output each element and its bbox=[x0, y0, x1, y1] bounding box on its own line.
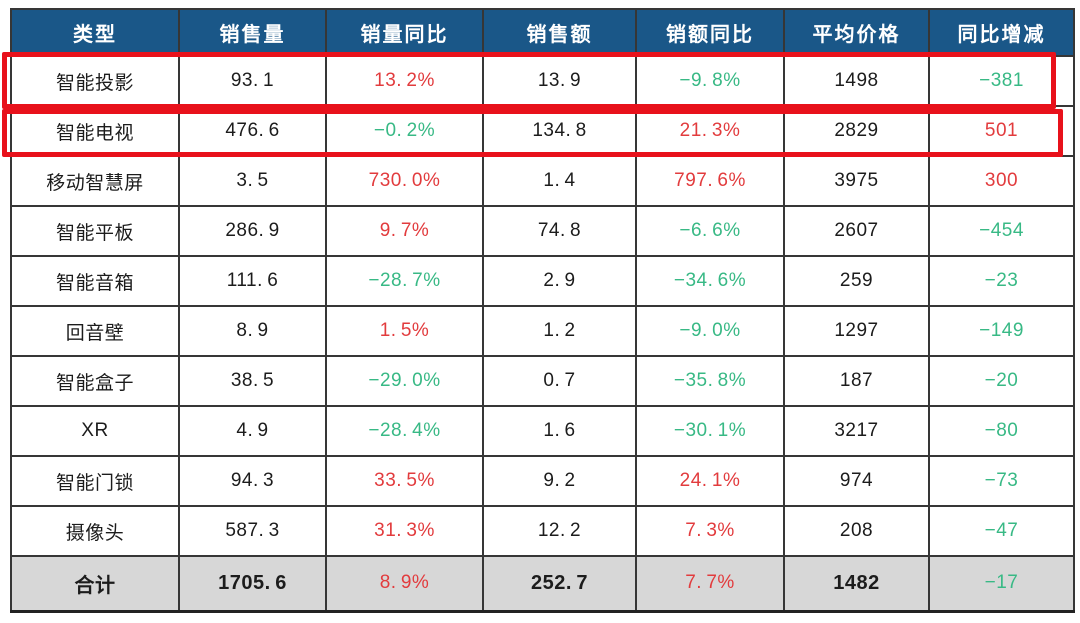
value-cell: 208 bbox=[783, 505, 930, 557]
table-row-8: XR 4. 9 −28. 4% 1. 6 −30. 1% 3217 −80 bbox=[10, 405, 1075, 457]
column-header-5: 销额同比 bbox=[635, 8, 785, 57]
column-header-6: 平均价格 bbox=[783, 8, 930, 57]
value-cell: 24. 1% bbox=[635, 455, 785, 507]
row-label-cell: 摄像头 bbox=[10, 505, 180, 557]
row-label-cell: 合计 bbox=[10, 555, 180, 612]
value-cell: 33. 5% bbox=[325, 455, 484, 507]
value-cell: 7. 7% bbox=[635, 555, 785, 612]
value-cell: −47 bbox=[928, 505, 1075, 557]
value-cell: 1297 bbox=[783, 305, 930, 357]
value-cell: 2829 bbox=[783, 105, 930, 157]
table-row-7: 智能盒子 38. 5 −29. 0% 0. 7 −35. 8% 187 −20 bbox=[10, 355, 1075, 407]
sales-data-table: 类型 销售量 销量同比 销售额 销额同比 平均价格 同比增减 智能投影 93. 1 13. 2%… bbox=[10, 8, 1075, 613]
value-cell: 134. 8 bbox=[482, 105, 637, 157]
column-header-4: 销售额 bbox=[482, 8, 637, 57]
table-row-2: 智能电视 476. 6 −0. 2% 134. 8 21. 3% 2829 501 bbox=[10, 105, 1075, 157]
row-label-cell: 智能投影 bbox=[10, 55, 180, 107]
value-cell: 1498 bbox=[783, 55, 930, 107]
row-label-cell: 智能盒子 bbox=[10, 355, 180, 407]
column-header-3: 销量同比 bbox=[325, 8, 484, 57]
value-cell: −35. 8% bbox=[635, 355, 785, 407]
value-cell: −30. 1% bbox=[635, 405, 785, 457]
value-cell: 111. 6 bbox=[178, 255, 327, 307]
value-cell: 3217 bbox=[783, 405, 930, 457]
row-label-cell: 智能音箱 bbox=[10, 255, 180, 307]
value-cell: −381 bbox=[928, 55, 1075, 107]
value-cell: 1. 5% bbox=[325, 305, 484, 357]
value-cell: 8. 9 bbox=[178, 305, 327, 357]
value-cell: 300 bbox=[928, 155, 1075, 207]
value-cell: 74. 8 bbox=[482, 205, 637, 257]
value-cell: −149 bbox=[928, 305, 1075, 357]
value-cell: −6. 6% bbox=[635, 205, 785, 257]
value-cell: −17 bbox=[928, 555, 1075, 612]
value-cell: −9. 0% bbox=[635, 305, 785, 357]
value-cell: 8. 9% bbox=[325, 555, 484, 612]
value-cell: −28. 7% bbox=[325, 255, 484, 307]
column-header-7: 同比增减 bbox=[928, 8, 1075, 57]
table-row-1: 智能投影 93. 1 13. 2% 13. 9 −9. 8% 1498 −381 bbox=[10, 55, 1075, 107]
value-cell: 7. 3% bbox=[635, 505, 785, 557]
value-cell: 1. 6 bbox=[482, 405, 637, 457]
row-label-cell: XR bbox=[10, 405, 180, 457]
column-header-2: 销售量 bbox=[178, 8, 327, 57]
table-row-6: 回音壁 8. 9 1. 5% 1. 2 −9. 0% 1297 −149 bbox=[10, 305, 1075, 357]
value-cell: 974 bbox=[783, 455, 930, 507]
value-cell: 797. 6% bbox=[635, 155, 785, 207]
value-cell: 13. 2% bbox=[325, 55, 484, 107]
value-cell: −73 bbox=[928, 455, 1075, 507]
table-row-5: 智能音箱 111. 6 −28. 7% 2. 9 −34. 6% 259 −23 bbox=[10, 255, 1075, 307]
value-cell: 2607 bbox=[783, 205, 930, 257]
row-label-cell: 智能电视 bbox=[10, 105, 180, 157]
value-cell: 501 bbox=[928, 105, 1075, 157]
value-cell: −23 bbox=[928, 255, 1075, 307]
row-label-cell: 回音壁 bbox=[10, 305, 180, 357]
value-cell: 730. 0% bbox=[325, 155, 484, 207]
table-row-9: 智能门锁 94. 3 33. 5% 9. 2 24. 1% 974 −73 bbox=[10, 455, 1075, 507]
value-cell: 187 bbox=[783, 355, 930, 407]
value-cell: −0. 2% bbox=[325, 105, 484, 157]
value-cell: −20 bbox=[928, 355, 1075, 407]
total-row: 合计 1705. 6 8. 9% 252. 7 7. 7% 1482 −17 bbox=[10, 555, 1075, 612]
value-cell: 1482 bbox=[783, 555, 930, 612]
value-cell: 252. 7 bbox=[482, 555, 637, 612]
value-cell: 3975 bbox=[783, 155, 930, 207]
table-row-4: 智能平板 286. 9 9. 7% 74. 8 −6. 6% 2607 −454 bbox=[10, 205, 1075, 257]
value-cell: −454 bbox=[928, 205, 1075, 257]
value-cell: 0. 7 bbox=[482, 355, 637, 407]
value-cell: 31. 3% bbox=[325, 505, 484, 557]
value-cell: −29. 0% bbox=[325, 355, 484, 407]
value-cell: −28. 4% bbox=[325, 405, 484, 457]
value-cell: 476. 6 bbox=[178, 105, 327, 157]
value-cell: 587. 3 bbox=[178, 505, 327, 557]
row-label-cell: 智能平板 bbox=[10, 205, 180, 257]
value-cell: 9. 7% bbox=[325, 205, 484, 257]
value-cell: 1705. 6 bbox=[178, 555, 327, 612]
value-cell: 3. 5 bbox=[178, 155, 327, 207]
value-cell: 94. 3 bbox=[178, 455, 327, 507]
row-label-cell: 智能门锁 bbox=[10, 455, 180, 507]
value-cell: −34. 6% bbox=[635, 255, 785, 307]
value-cell: 4. 9 bbox=[178, 405, 327, 457]
row-label-cell: 移动智慧屏 bbox=[10, 155, 180, 207]
value-cell: 286. 9 bbox=[178, 205, 327, 257]
value-cell: 38. 5 bbox=[178, 355, 327, 407]
column-header-1: 类型 bbox=[10, 8, 180, 57]
sales-table-figure: 类型 销售量 销量同比 销售额 销额同比 平均价格 同比增减 智能投影 93. 1 13. 2%… bbox=[2, 8, 1075, 613]
value-cell: 21. 3% bbox=[635, 105, 785, 157]
value-cell: 9. 2 bbox=[482, 455, 637, 507]
table-row-3: 移动智慧屏 3. 5 730. 0% 1. 4 797. 6% 3975 300 bbox=[10, 155, 1075, 207]
value-cell: 1. 4 bbox=[482, 155, 637, 207]
value-cell: 12. 2 bbox=[482, 505, 637, 557]
value-cell: 1. 2 bbox=[482, 305, 637, 357]
value-cell: −9. 8% bbox=[635, 55, 785, 107]
value-cell: 2. 9 bbox=[482, 255, 637, 307]
header-row: 类型 销售量 销量同比 销售额 销额同比 平均价格 同比增减 bbox=[10, 8, 1075, 57]
value-cell: 259 bbox=[783, 255, 930, 307]
value-cell: 13. 9 bbox=[482, 55, 637, 107]
table-row-10: 摄像头 587. 3 31. 3% 12. 2 7. 3% 208 −47 bbox=[10, 505, 1075, 557]
value-cell: 93. 1 bbox=[178, 55, 327, 107]
table-body: 智能投影 93. 1 13. 2% 13. 9 −9. 8% 1498 −381 智能电视 47… bbox=[10, 55, 1075, 557]
value-cell: −80 bbox=[928, 405, 1075, 457]
